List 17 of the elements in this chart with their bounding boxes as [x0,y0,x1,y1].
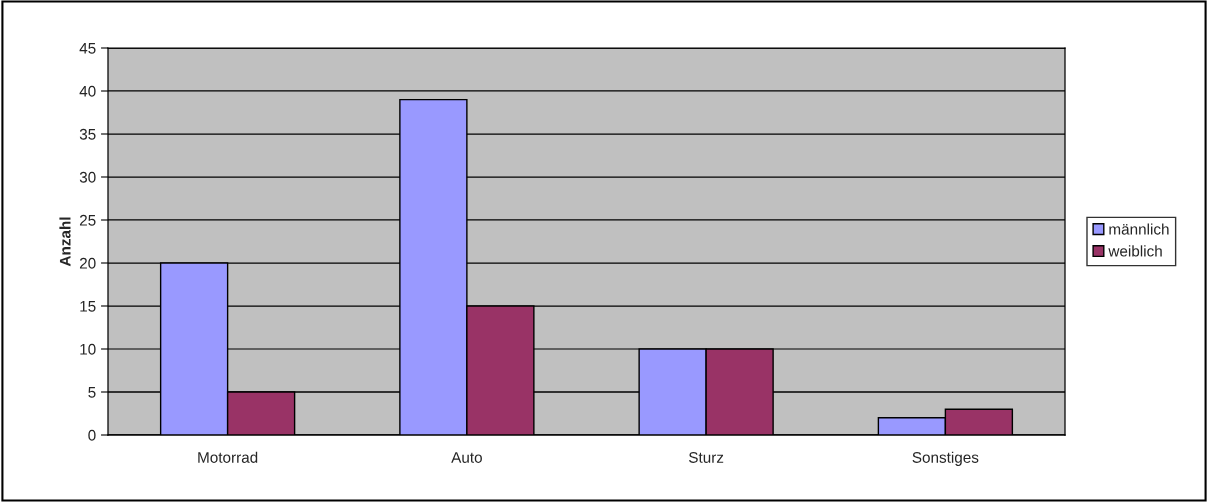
y-tick-label: 5 [88,387,96,398]
y-tick-label: 45 [79,43,96,54]
y-tick-label: 30 [79,171,96,183]
y-tick-label: 10 [80,343,96,355]
y-tick-label: 35 [79,128,96,140]
y-tick-label: 15 [80,301,96,312]
x-tick-label: Motorrad [198,451,258,463]
legend-label: männlich [1109,223,1169,235]
y-tick-label: 0 [88,429,96,441]
y-tick-label: 20 [79,257,96,269]
y-tick-label: 25 [79,214,96,226]
x-tick-label: Sonstiges [912,451,979,466]
x-tick-label: Auto [451,452,482,463]
y-axis-title: Anzahl [59,217,71,267]
legend-label: weiblich [1108,245,1162,257]
x-tick-label: Sturz [688,452,724,463]
y-tick-label: 40 [79,85,96,97]
